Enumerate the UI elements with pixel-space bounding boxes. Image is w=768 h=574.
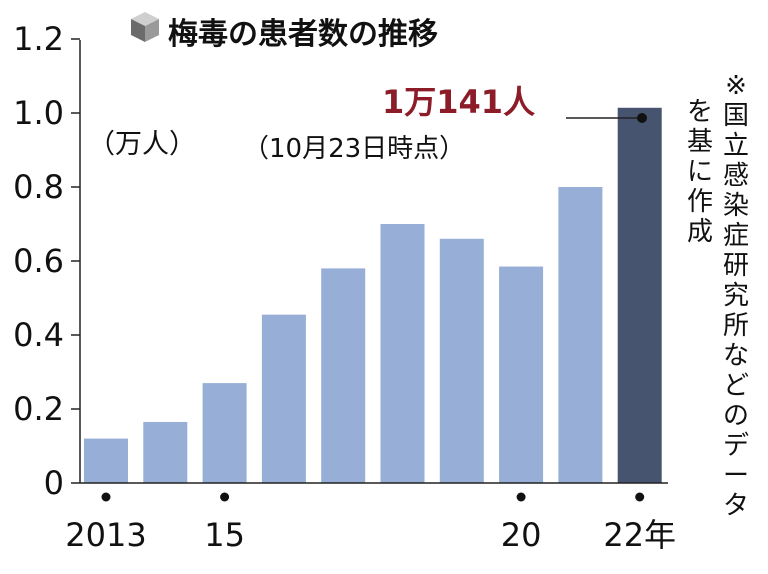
bars [84, 107, 662, 484]
x-tick-dot [101, 492, 111, 502]
y-tick-label: 0.4 [13, 316, 64, 354]
bar-2014 [143, 421, 188, 483]
annotation-marker-dot [637, 113, 647, 123]
bar-2013 [84, 438, 128, 483]
y-tick-label: 0.8 [13, 168, 64, 206]
x-axis-ticks: 2013 15 20 22年 [65, 492, 676, 554]
bar-2021 [558, 187, 603, 483]
y-tick-label: 0.6 [13, 242, 64, 280]
bar-2020 [499, 266, 544, 483]
x-tick-label: 2013 [65, 516, 146, 554]
bar-2022 [617, 107, 662, 484]
x-tick-label: 15 [204, 516, 245, 554]
source-note: ※国立感染症研究所などのデータを基に作成 [687, 71, 749, 521]
y-axis-unit-label: （万人） [88, 129, 196, 160]
bar-2016 [261, 314, 306, 483]
annotation-value-label: 1万141人 [382, 83, 535, 121]
x-tick-dot [516, 492, 526, 502]
x-tick-label: 20 [501, 516, 542, 554]
x-tick-label: 22年 [603, 516, 676, 554]
title-group: 梅毒の患者数の推移 [131, 12, 438, 52]
y-axis-ticks: 0 0.2 0.4 0.6 0.8 1.0 1.2 [13, 20, 80, 502]
annotation-date-label: （10月23日時点） [243, 134, 465, 164]
y-tick-label: 1.2 [13, 20, 64, 58]
y-tick-label: 0.2 [13, 390, 64, 428]
bar-2017 [321, 268, 366, 483]
bar-2015 [202, 383, 247, 483]
bar-2019 [439, 238, 484, 483]
y-tick-label: 1.0 [13, 94, 64, 132]
cube-icon [131, 12, 159, 42]
x-tick-dot [635, 492, 645, 502]
chart-title: 梅毒の患者数の推移 [168, 17, 438, 52]
bar-2018 [380, 224, 425, 483]
y-tick-label: 0 [44, 464, 64, 502]
x-tick-dot [220, 492, 230, 502]
